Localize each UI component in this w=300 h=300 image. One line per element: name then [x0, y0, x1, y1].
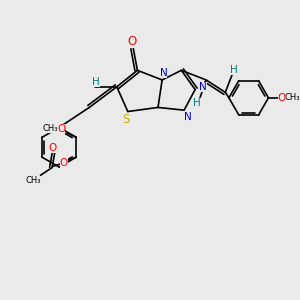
Text: S: S — [123, 113, 130, 126]
Text: CH₃: CH₃ — [43, 124, 58, 133]
Text: CH₃: CH₃ — [285, 93, 300, 102]
Text: O: O — [278, 93, 286, 103]
Text: O: O — [60, 158, 68, 168]
Text: N: N — [199, 82, 207, 92]
Text: N: N — [160, 68, 167, 78]
Text: CH₃: CH₃ — [25, 176, 40, 185]
Text: O: O — [57, 124, 65, 134]
Text: H: H — [230, 64, 237, 74]
Text: H: H — [92, 77, 100, 87]
Text: O: O — [49, 142, 57, 152]
Text: H: H — [193, 98, 201, 108]
Text: N: N — [184, 112, 192, 122]
Text: O: O — [127, 35, 136, 48]
